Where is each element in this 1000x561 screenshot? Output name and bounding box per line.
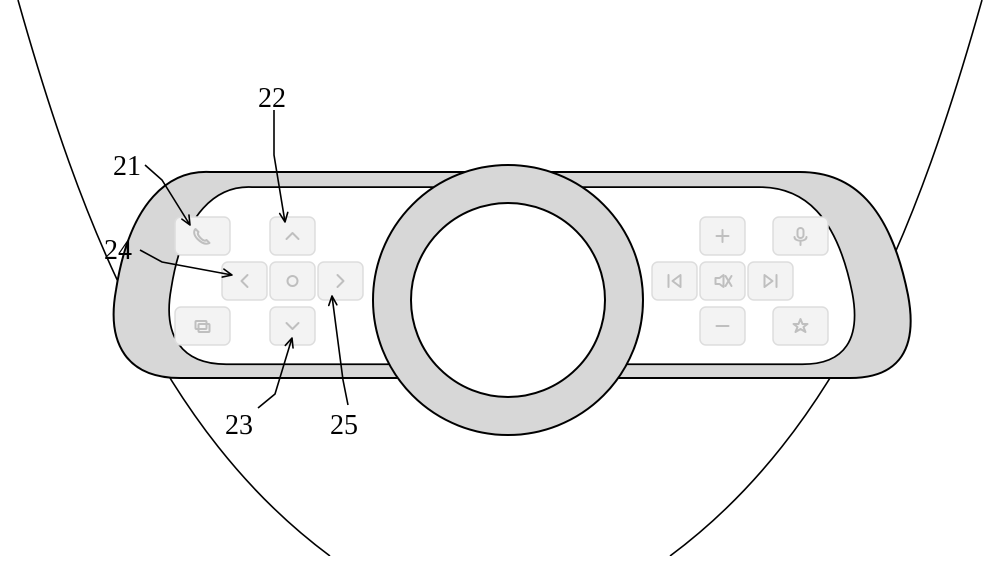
left-center-button[interactable]: [270, 262, 315, 300]
diagram-stage: 21 22 23 24 25: [0, 0, 1000, 556]
callout-label-25: 25: [330, 412, 358, 440]
callout-label-23: 23: [225, 412, 253, 440]
right-mic-button[interactable]: [773, 217, 828, 255]
right-star-button[interactable]: [773, 307, 828, 345]
right-minus-button[interactable]: [700, 307, 745, 345]
right-plus-button[interactable]: [700, 217, 745, 255]
diagram-svg: [0, 0, 1000, 556]
callout-label-21: 21: [113, 153, 141, 181]
ring-inner: [411, 203, 605, 397]
callout-label-24: 24: [104, 237, 132, 265]
left-right-button[interactable]: [318, 262, 363, 300]
left-left-button[interactable]: [222, 262, 267, 300]
left-up-button[interactable]: [270, 217, 315, 255]
left-phone-button[interactable]: [175, 217, 230, 255]
callout-label-22: 22: [258, 85, 286, 113]
right-mute-button[interactable]: [700, 262, 745, 300]
right-next-button[interactable]: [748, 262, 793, 300]
right-prev-button[interactable]: [652, 262, 697, 300]
steering-ring: [373, 165, 643, 435]
left-windows-button[interactable]: [175, 307, 230, 345]
